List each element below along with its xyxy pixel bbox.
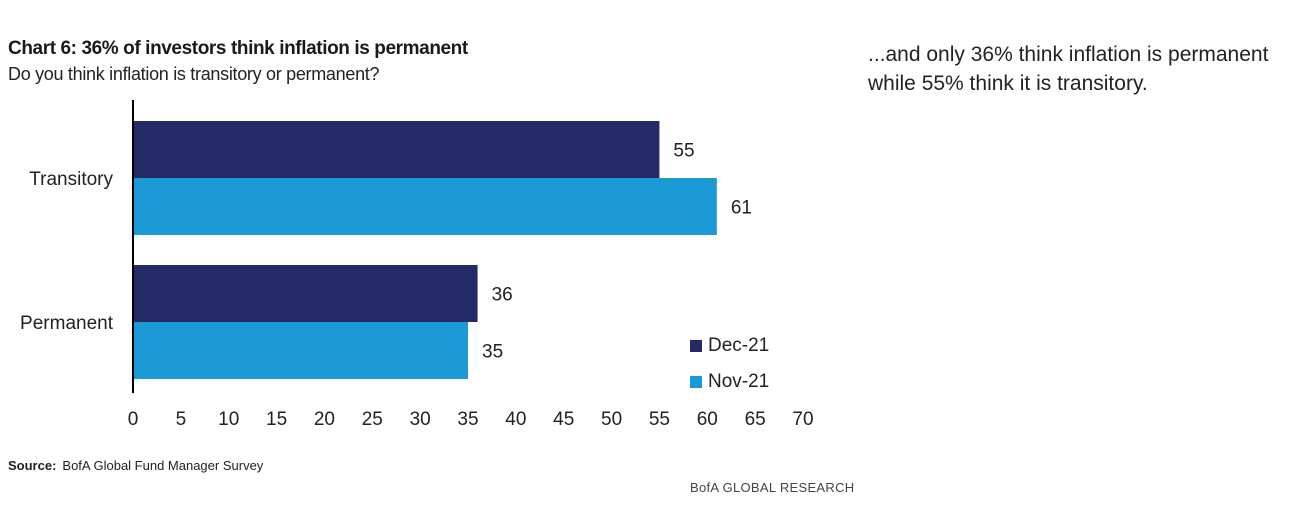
x-tick-label-5: 5 bbox=[176, 409, 187, 430]
legend: Dec-21 Nov-21 bbox=[690, 328, 769, 400]
x-tick-label-30: 30 bbox=[410, 409, 431, 430]
x-tick-label-10: 10 bbox=[218, 409, 239, 430]
source-note: Source: BofA Global Fund Manager Survey bbox=[8, 458, 263, 473]
x-tick-label-60: 60 bbox=[697, 409, 718, 430]
x-tick-label-40: 40 bbox=[505, 409, 526, 430]
x-tick-label-50: 50 bbox=[601, 409, 622, 430]
x-tick-label-55: 55 bbox=[649, 409, 670, 430]
x-tick-label-0: 0 bbox=[128, 409, 139, 430]
side-note: ...and only 36% think inflation is perma… bbox=[868, 43, 1269, 95]
x-tick-label-20: 20 bbox=[314, 409, 335, 430]
x-tick-label-25: 25 bbox=[362, 409, 383, 430]
x-tick-label-70: 70 bbox=[792, 409, 813, 430]
x-tick-label-45: 45 bbox=[553, 409, 574, 430]
bar-permanent-nov21 bbox=[133, 322, 468, 379]
x-tick-label-35: 35 bbox=[457, 409, 478, 430]
legend-item-dec21: Dec-21 bbox=[690, 328, 769, 364]
legend-swatch-dec21 bbox=[690, 340, 702, 352]
data-label-permanent-nov21: 35 bbox=[482, 342, 503, 363]
data-label-transitory-dec21: 55 bbox=[673, 141, 694, 162]
source-text: BofA Global Fund Manager Survey bbox=[62, 458, 264, 473]
footer-brand: BofA GLOBAL RESEARCH bbox=[690, 480, 855, 495]
data-label-transitory-nov21: 61 bbox=[731, 198, 752, 219]
legend-label-dec21: Dec-21 bbox=[708, 335, 770, 356]
chart-subtitle: Do you think inflation is transitory or … bbox=[8, 64, 380, 84]
x-tick-label-15: 15 bbox=[266, 409, 287, 430]
source-label: Source: bbox=[8, 458, 57, 473]
category-label-permanent: Permanent bbox=[20, 313, 114, 334]
bar-transitory-nov21 bbox=[133, 178, 717, 235]
bar-transitory-dec21 bbox=[133, 121, 660, 178]
legend-swatch-nov21 bbox=[690, 376, 702, 388]
legend-label-nov21: Nov-21 bbox=[708, 371, 770, 392]
category-label-transitory: Transitory bbox=[29, 169, 113, 190]
legend-item-nov21: Nov-21 bbox=[690, 364, 769, 400]
x-tick-label-65: 65 bbox=[745, 409, 766, 430]
bar-permanent-dec21 bbox=[133, 265, 478, 322]
bar-chart: 55 61 Transitory 36 35 Permanent 0 5 10 15 20 25 30 3… bbox=[20, 100, 814, 430]
chart-title: Chart 6: 36% of investors think inflatio… bbox=[8, 38, 468, 59]
data-label-permanent-dec21: 36 bbox=[492, 285, 513, 306]
